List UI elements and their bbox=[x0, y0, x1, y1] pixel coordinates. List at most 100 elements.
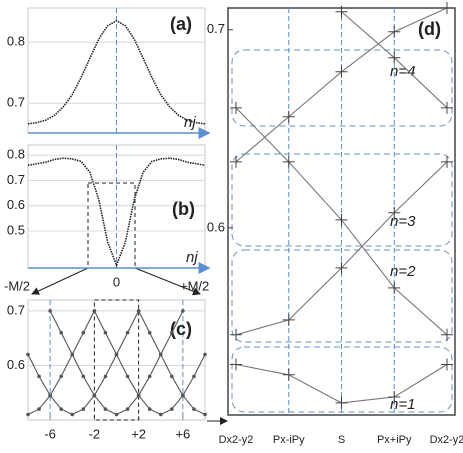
point bbox=[441, 101, 453, 114]
annotation: n=2 bbox=[390, 263, 416, 280]
point bbox=[81, 374, 86, 379]
point bbox=[441, 328, 453, 341]
point bbox=[37, 407, 41, 411]
y-tick-label: 0.7 bbox=[7, 95, 25, 110]
y-tick-label: 0.7 bbox=[207, 21, 225, 36]
point bbox=[26, 352, 30, 357]
y-tick-label: 0.5 bbox=[7, 222, 25, 237]
point bbox=[388, 206, 401, 219]
point bbox=[158, 412, 163, 417]
point bbox=[136, 309, 141, 313]
annotation: +M/2 bbox=[180, 278, 209, 293]
x-tick-label: +2 bbox=[131, 426, 146, 441]
x-tick-label: Px+iPy bbox=[377, 434, 412, 446]
highlight-box bbox=[93, 299, 140, 421]
point bbox=[103, 407, 108, 411]
x-tick-label: +6 bbox=[175, 426, 190, 441]
point bbox=[441, 2, 453, 14]
point bbox=[125, 407, 130, 411]
point bbox=[388, 51, 401, 64]
point bbox=[125, 374, 130, 379]
point bbox=[81, 330, 86, 335]
point bbox=[335, 65, 348, 78]
point bbox=[441, 155, 453, 168]
point bbox=[282, 155, 295, 168]
point bbox=[59, 374, 63, 379]
zoom-arrow bbox=[31, 267, 89, 295]
point bbox=[388, 281, 401, 294]
point bbox=[37, 374, 41, 379]
y-tick-label: 0.8 bbox=[7, 34, 25, 49]
series-line bbox=[27, 19, 206, 125]
point bbox=[136, 393, 141, 398]
band-box bbox=[231, 249, 453, 343]
panel-title: (c) bbox=[170, 319, 192, 339]
x-tick-label: 0 bbox=[113, 274, 120, 289]
point bbox=[335, 261, 348, 274]
point bbox=[48, 393, 52, 398]
y-tick-label: 0.6 bbox=[7, 197, 25, 212]
point bbox=[192, 407, 196, 411]
point bbox=[441, 358, 453, 371]
point bbox=[203, 352, 207, 357]
point bbox=[81, 407, 86, 411]
y-tick-label: 0.6 bbox=[207, 219, 225, 234]
point bbox=[282, 110, 295, 123]
y-tick-label: 0.6 bbox=[7, 357, 25, 372]
point bbox=[388, 25, 401, 38]
point bbox=[282, 313, 295, 326]
x-tick-label: Dx2-y2 bbox=[430, 434, 463, 446]
point bbox=[230, 358, 242, 371]
y-tick-label: 0.8 bbox=[7, 147, 25, 162]
point bbox=[170, 407, 174, 411]
annotation: nj bbox=[184, 114, 196, 131]
point bbox=[125, 330, 130, 335]
x-tick-label: Px-iPy bbox=[273, 434, 305, 446]
point bbox=[147, 374, 152, 379]
point bbox=[70, 352, 75, 357]
panel-title: (d) bbox=[418, 19, 441, 39]
point bbox=[335, 213, 348, 226]
y-tick-label: 0.7 bbox=[7, 172, 25, 187]
x-tick-label: S bbox=[338, 434, 345, 446]
point bbox=[230, 328, 242, 341]
zoom-arrow bbox=[134, 267, 201, 296]
point bbox=[230, 155, 242, 168]
panel-title: (b) bbox=[172, 199, 195, 219]
band-box bbox=[231, 49, 453, 127]
annotation: nj bbox=[186, 249, 198, 266]
point bbox=[282, 368, 295, 381]
annotation: n=4 bbox=[390, 63, 415, 80]
y-tick-label: 0.7 bbox=[7, 302, 25, 317]
point bbox=[335, 396, 348, 409]
point bbox=[170, 330, 174, 335]
point bbox=[181, 393, 185, 398]
point bbox=[92, 309, 97, 313]
point bbox=[48, 309, 52, 313]
annotation: -M/2 bbox=[4, 278, 30, 293]
point bbox=[388, 390, 401, 403]
point bbox=[192, 374, 196, 379]
point bbox=[114, 412, 119, 417]
annotation: n=3 bbox=[390, 213, 416, 230]
point bbox=[59, 407, 63, 411]
point bbox=[103, 374, 108, 379]
x-tick-label: -2 bbox=[89, 426, 101, 441]
point bbox=[92, 393, 97, 398]
point bbox=[70, 412, 75, 417]
point bbox=[26, 412, 30, 417]
x-tick-label: Dx2-y2 bbox=[219, 434, 254, 446]
panel-title: (a) bbox=[170, 14, 192, 34]
point bbox=[170, 374, 174, 379]
point bbox=[103, 330, 108, 335]
point bbox=[230, 101, 242, 114]
series-line bbox=[27, 157, 206, 268]
point bbox=[59, 330, 63, 335]
point bbox=[181, 309, 185, 313]
series-line bbox=[49, 310, 184, 416]
point bbox=[335, 5, 348, 18]
annotation: n=1 bbox=[390, 396, 415, 413]
point bbox=[158, 352, 163, 357]
